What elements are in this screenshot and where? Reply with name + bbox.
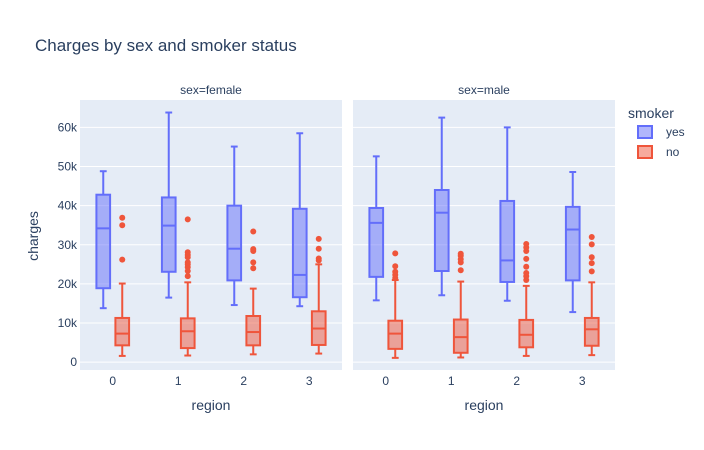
outlier-point	[588, 233, 595, 240]
chart-title: Charges by sex and smoker status	[35, 36, 297, 55]
facet-panel-0: 0 10k 20k 30k 40k 50k 60k sex=female 0 1 2 3 region	[58, 83, 342, 413]
x-tick-label: 1	[448, 374, 455, 388]
outlier-point	[119, 256, 126, 263]
x-tick-label: 2	[513, 374, 520, 388]
y-axis-title: charges	[25, 211, 41, 261]
box-yes-0[interactable]	[368, 155, 385, 302]
outlier-point	[184, 216, 191, 223]
y-tick-label: 0	[70, 355, 77, 369]
y-tick-label: 30k	[58, 238, 78, 252]
x-tick-label: 3	[306, 374, 313, 388]
outlier-point	[588, 241, 595, 248]
box-yes-3[interactable]	[564, 171, 581, 314]
box-yes-1[interactable]	[433, 116, 450, 297]
series-yes	[95, 111, 308, 310]
box-no-1[interactable]	[179, 216, 196, 357]
iqr-box	[583, 316, 600, 347]
outlier-point	[315, 235, 322, 242]
series-no	[387, 233, 600, 359]
outlier-point	[119, 222, 126, 229]
legend-title: smoker	[628, 105, 674, 121]
iqr-box	[518, 318, 535, 349]
outlier-point	[184, 273, 191, 280]
legend-swatch	[637, 125, 653, 139]
outlier-point	[315, 255, 322, 262]
legend-swatch	[637, 145, 653, 159]
facet-panel-1: sex=male 0 1 2 3 region	[353, 83, 615, 413]
outlier-point	[184, 259, 191, 266]
outlier-point	[392, 263, 399, 270]
y-tick-label: 60k	[58, 120, 78, 134]
outlier-point	[457, 267, 464, 274]
iqr-box	[160, 196, 177, 273]
box-yes-1[interactable]	[160, 111, 177, 299]
iqr-box	[387, 319, 404, 350]
box-yes-2[interactable]	[226, 145, 243, 307]
box-no-3[interactable]	[583, 233, 600, 357]
box-no-2[interactable]	[518, 241, 535, 357]
outlier-point	[588, 268, 595, 275]
legend-item-yes[interactable]: yes	[637, 125, 685, 139]
x-tick-label: 0	[109, 374, 116, 388]
outlier-point	[315, 245, 322, 252]
iqr-box	[291, 207, 308, 299]
box-no-2[interactable]	[245, 228, 262, 356]
outlier-point	[392, 268, 399, 275]
x-axis-title: region	[192, 397, 231, 413]
outlier-point	[392, 250, 399, 257]
outlier-point	[457, 250, 464, 257]
iqr-box	[564, 205, 581, 282]
iqr-box	[179, 317, 196, 350]
outlier-point	[184, 249, 191, 256]
outlier-point	[250, 259, 257, 266]
y-tick-label: 20k	[58, 277, 78, 291]
iqr-box	[245, 315, 262, 347]
box-yes-0[interactable]	[95, 170, 112, 310]
outlier-point	[250, 265, 257, 272]
box-no-0[interactable]	[387, 250, 404, 359]
iqr-box	[368, 207, 385, 278]
iqr-box	[95, 193, 112, 290]
series-no	[114, 214, 327, 357]
box-yes-3[interactable]	[291, 132, 308, 308]
outlier-point	[523, 241, 530, 247]
legend[interactable]: smoker yes no	[628, 105, 685, 159]
legend-item-no[interactable]: no	[637, 145, 680, 159]
facet-label: sex=male	[458, 83, 510, 97]
legend-label: yes	[666, 125, 685, 139]
box-no-3[interactable]	[310, 235, 327, 355]
legend-label: no	[666, 145, 680, 159]
box-no-0[interactable]	[114, 214, 131, 357]
iqr-box	[499, 199, 516, 283]
facet-label: sex=female	[180, 83, 242, 97]
x-tick-label: 2	[240, 374, 247, 388]
x-axis-title: region	[465, 397, 504, 413]
outlier-point	[523, 263, 530, 270]
iqr-box	[114, 316, 131, 347]
iqr-box	[226, 204, 243, 282]
y-tick-label: 40k	[58, 199, 78, 213]
outlier-point	[250, 228, 257, 235]
box-no-1[interactable]	[452, 250, 469, 359]
iqr-box	[433, 189, 450, 272]
x-tick-label: 1	[175, 374, 182, 388]
outlier-point	[250, 246, 257, 253]
outlier-point	[588, 260, 595, 267]
y-tick-label: 50k	[58, 160, 78, 174]
outlier-point	[523, 255, 530, 262]
x-tick-label: 3	[579, 374, 586, 388]
series-yes	[368, 116, 581, 314]
outlier-point	[523, 269, 530, 276]
y-tick-label: 10k	[58, 316, 78, 330]
x-tick-label: 0	[382, 374, 389, 388]
box-yes-2[interactable]	[499, 126, 516, 302]
outlier-point	[119, 214, 126, 221]
outlier-point	[588, 254, 595, 261]
